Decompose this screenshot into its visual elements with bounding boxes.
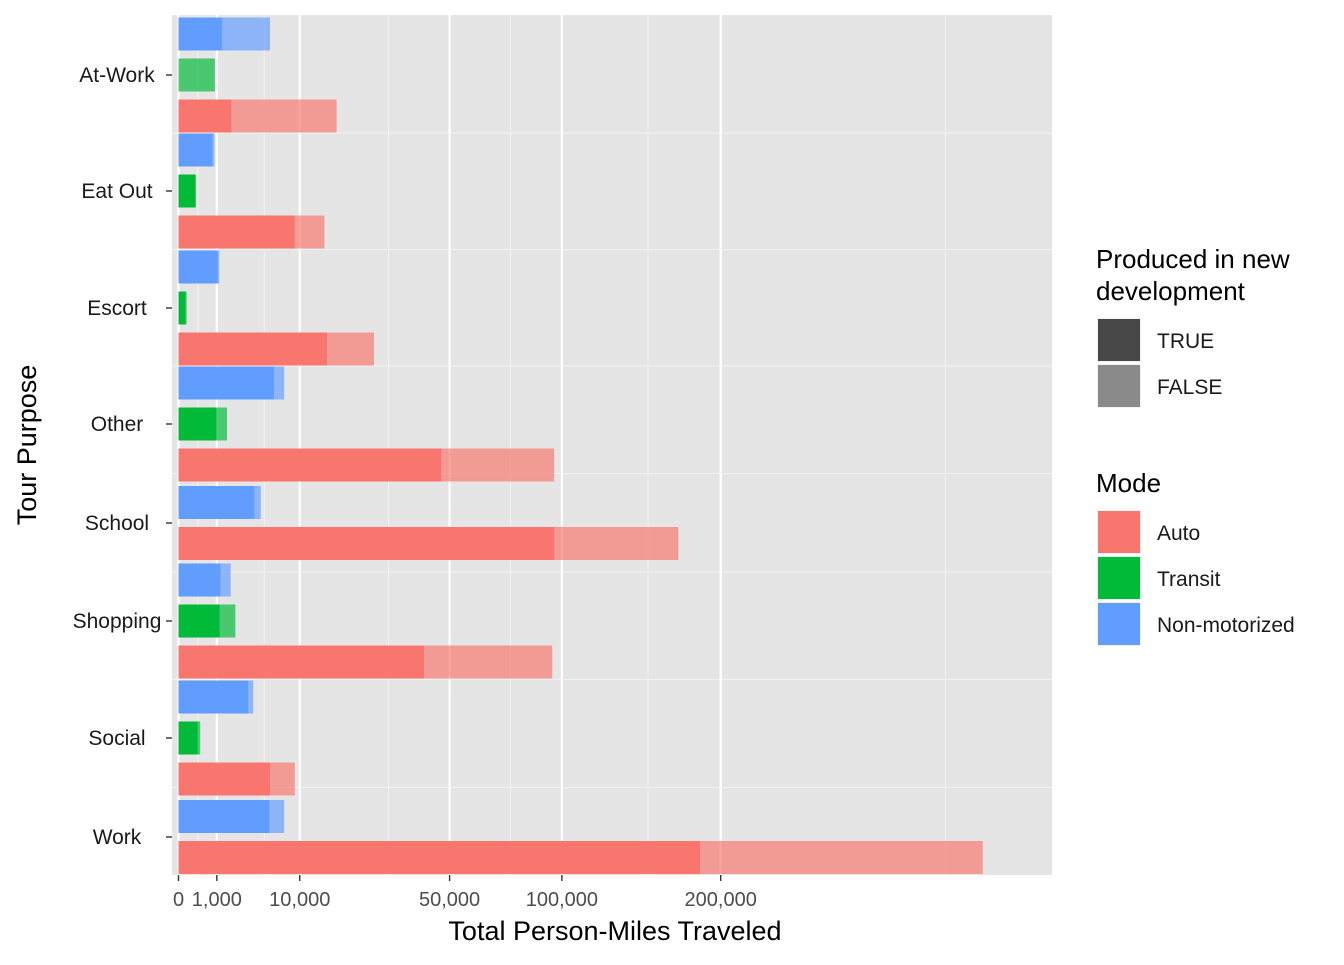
legend-label-transit: Transit bbox=[1157, 568, 1221, 591]
bar-eat-out-transit-true bbox=[178, 174, 196, 208]
bar-social-transit-true bbox=[178, 721, 198, 755]
legend-produced-in-new-development: Produced in new development TRUE FALSE bbox=[1096, 244, 1290, 408]
y-tick-label-at-work: At-Work bbox=[79, 64, 155, 87]
x-tick-label: 0 bbox=[173, 889, 184, 911]
x-axis-title: Total Person-Miles Traveled bbox=[448, 916, 781, 946]
x-tick-label: 50,000 bbox=[419, 889, 480, 911]
bar-school-non-motorized-true bbox=[178, 486, 255, 519]
bar-eat-out-non-motorized-true bbox=[178, 133, 213, 167]
bar-social-non-motorized-true bbox=[178, 680, 249, 714]
legend-label-false: FALSE bbox=[1157, 376, 1222, 399]
y-tick-label-school: School bbox=[85, 512, 149, 535]
bar-work-non-motorized-true bbox=[178, 800, 270, 833]
legend-swatch-true bbox=[1098, 319, 1140, 361]
bar-escort-transit-true bbox=[178, 291, 186, 325]
y-tick-label-social: Social bbox=[88, 727, 145, 750]
bar-other-non-motorized-true bbox=[178, 366, 274, 400]
bar-social-auto-true bbox=[178, 762, 271, 796]
plot-panel bbox=[172, 15, 1052, 875]
legend-fill-title: Produced in new development bbox=[1096, 244, 1290, 306]
bar-at-work-transit-false bbox=[178, 58, 215, 92]
legend-label-auto: Auto bbox=[1157, 522, 1200, 545]
y-axis-title: Tour Purpose bbox=[12, 365, 42, 526]
legend-swatch-non-motorized bbox=[1098, 603, 1140, 645]
legend-swatch-auto bbox=[1098, 511, 1140, 553]
bar-shopping-auto-true bbox=[178, 645, 424, 679]
legend-label-true: TRUE bbox=[1157, 330, 1214, 353]
bar-at-work-non-motorized-true bbox=[178, 17, 223, 51]
y-tick-label-work: Work bbox=[93, 826, 142, 849]
legend-swatch-false bbox=[1098, 365, 1140, 407]
bar-other-auto-true bbox=[178, 448, 442, 482]
x-tick-label: 200,000 bbox=[685, 889, 757, 911]
legend-mode-title: Mode bbox=[1096, 468, 1161, 498]
bar-shopping-transit-true bbox=[178, 604, 220, 638]
x-tick-label: 1,000 bbox=[192, 889, 242, 911]
legend-swatch-transit bbox=[1098, 557, 1140, 599]
bar-at-work-auto-true bbox=[178, 99, 232, 133]
bar-shopping-non-motorized-true bbox=[178, 563, 221, 597]
y-tick-label-shopping: Shopping bbox=[73, 610, 162, 633]
legend-mode: Mode Auto Transit Non-motorized bbox=[1096, 468, 1295, 646]
bar-eat-out-auto-true bbox=[178, 215, 295, 249]
bar-work-auto-true bbox=[178, 841, 700, 874]
bar-escort-auto-true bbox=[178, 332, 327, 366]
y-tick-label-eat-out: Eat Out bbox=[81, 180, 152, 203]
bar-other-transit-true bbox=[178, 407, 217, 441]
x-tick-label: 10,000 bbox=[269, 889, 330, 911]
bar-school-auto-true bbox=[178, 527, 555, 560]
legend-label-non-motorized: Non-motorized bbox=[1157, 614, 1295, 637]
x-tick-label: 100,000 bbox=[526, 889, 598, 911]
y-tick-label-escort: Escort bbox=[87, 297, 147, 320]
y-tick-label-other: Other bbox=[91, 413, 144, 436]
bar-escort-non-motorized-true bbox=[178, 250, 218, 284]
